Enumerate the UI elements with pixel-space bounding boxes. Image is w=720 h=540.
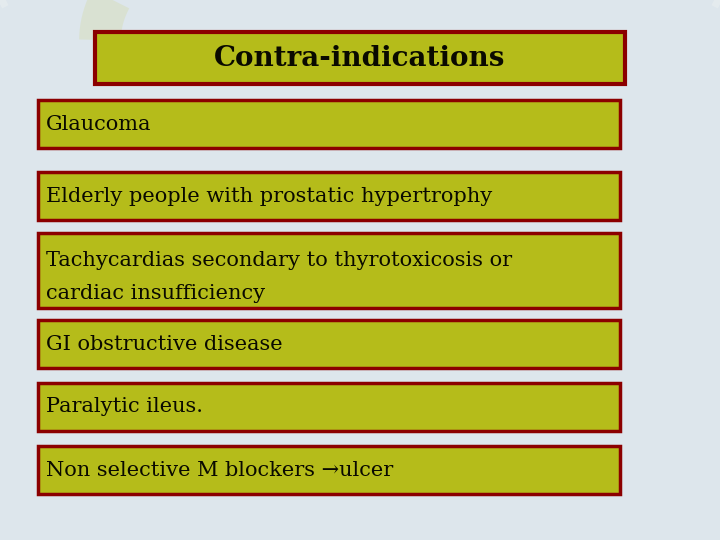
Text: Non selective M blockers →ulcer: Non selective M blockers →ulcer (46, 461, 393, 480)
Bar (95, 32, 625, 84)
Text: Elderly people with prostatic hypertrophy: Elderly people with prostatic hypertroph… (46, 186, 492, 206)
Text: GI obstructive disease: GI obstructive disease (46, 334, 283, 354)
Bar (38, 233, 620, 308)
Text: cardiac insufficiency: cardiac insufficiency (46, 284, 265, 303)
Text: Contra-indications: Contra-indications (215, 44, 505, 71)
Text: Tachycardias secondary to thyrotoxicosis or: Tachycardias secondary to thyrotoxicosis… (46, 251, 512, 270)
Text: Paralytic ileus.: Paralytic ileus. (46, 397, 203, 416)
Bar (38, 446, 620, 494)
Text: Glaucoma: Glaucoma (46, 114, 151, 133)
Bar (38, 383, 620, 431)
Bar (38, 172, 620, 220)
Bar (38, 100, 620, 148)
Bar (38, 320, 620, 368)
